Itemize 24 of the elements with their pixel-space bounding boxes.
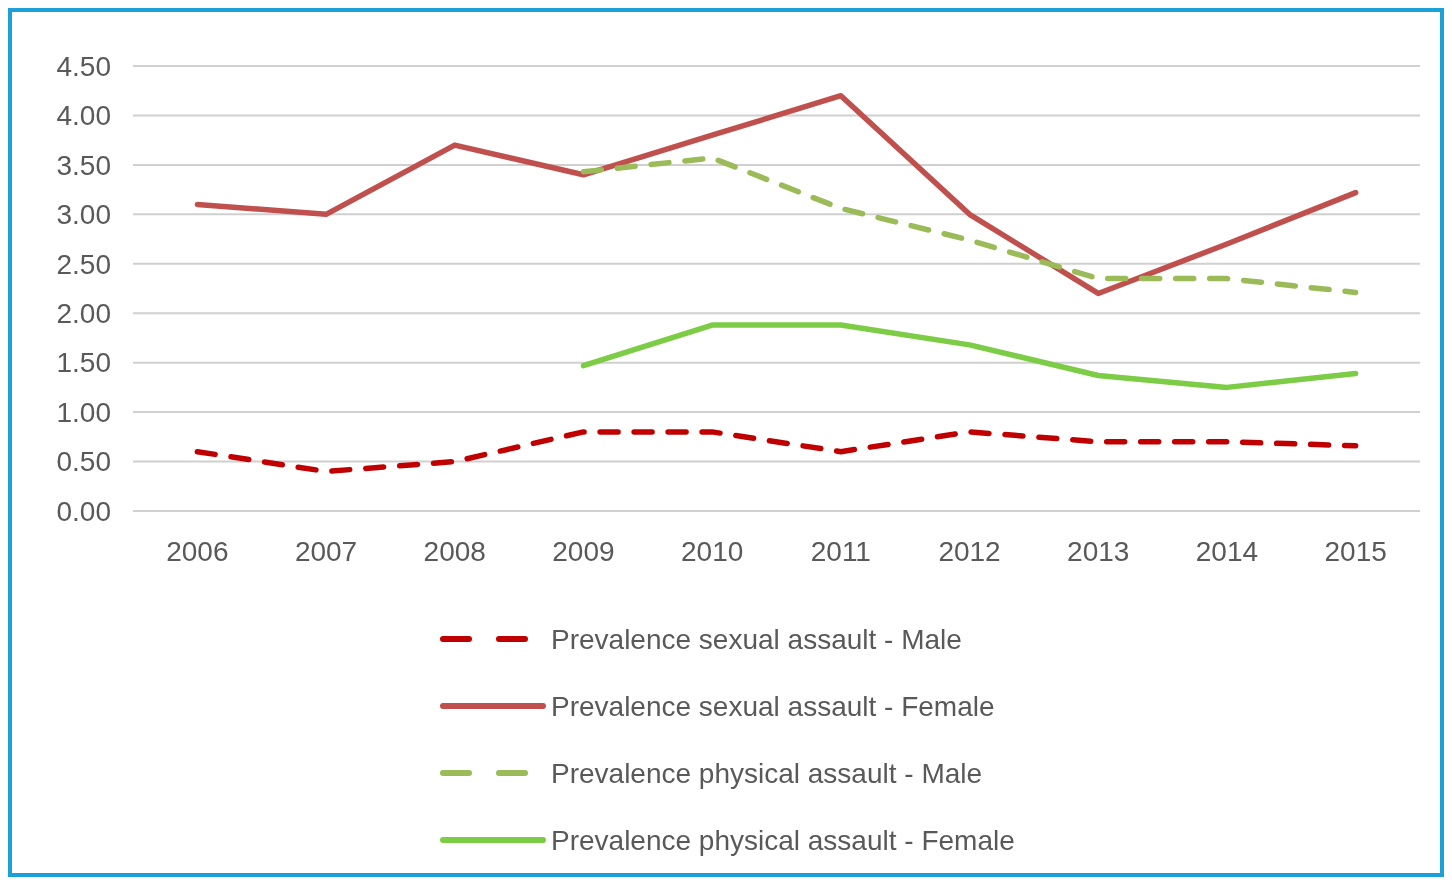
y-tick-label: 0.00 bbox=[56, 495, 111, 527]
y-tick-label: 4.00 bbox=[56, 100, 111, 132]
y-tick-label: 2.00 bbox=[56, 298, 111, 330]
y-tick-label: 1.00 bbox=[56, 396, 111, 428]
legend-label: Prevalence physical assault - Female bbox=[551, 824, 1015, 856]
x-tick-label: 2011 bbox=[810, 536, 871, 567]
legend-label: Prevalence sexual assault - Male bbox=[551, 623, 962, 655]
y-tick-label: 3.00 bbox=[56, 199, 111, 231]
legend-label: Prevalence sexual assault - Female bbox=[551, 690, 995, 722]
x-tick-label: 2008 bbox=[423, 536, 486, 567]
x-tick-label: 2006 bbox=[166, 536, 229, 567]
legend-label: Prevalence physical assault - Male bbox=[551, 757, 983, 789]
x-tick-label: 2009 bbox=[552, 536, 615, 567]
x-tick-label: 2007 bbox=[294, 536, 358, 567]
x-tick-label: 2013 bbox=[1067, 536, 1130, 567]
x-tick-label: 2014 bbox=[1195, 536, 1259, 567]
y-tick-label: 0.50 bbox=[56, 446, 111, 478]
x-tick-label: 2012 bbox=[938, 536, 1001, 567]
y-tick-label: 3.50 bbox=[56, 149, 111, 181]
y-tick-label: 4.50 bbox=[56, 50, 111, 82]
y-tick-label: 1.50 bbox=[56, 347, 111, 379]
x-tick-label: 2015 bbox=[1324, 536, 1387, 567]
y-tick-label: 2.50 bbox=[56, 248, 111, 280]
x-tick-label: 2010 bbox=[681, 536, 744, 567]
